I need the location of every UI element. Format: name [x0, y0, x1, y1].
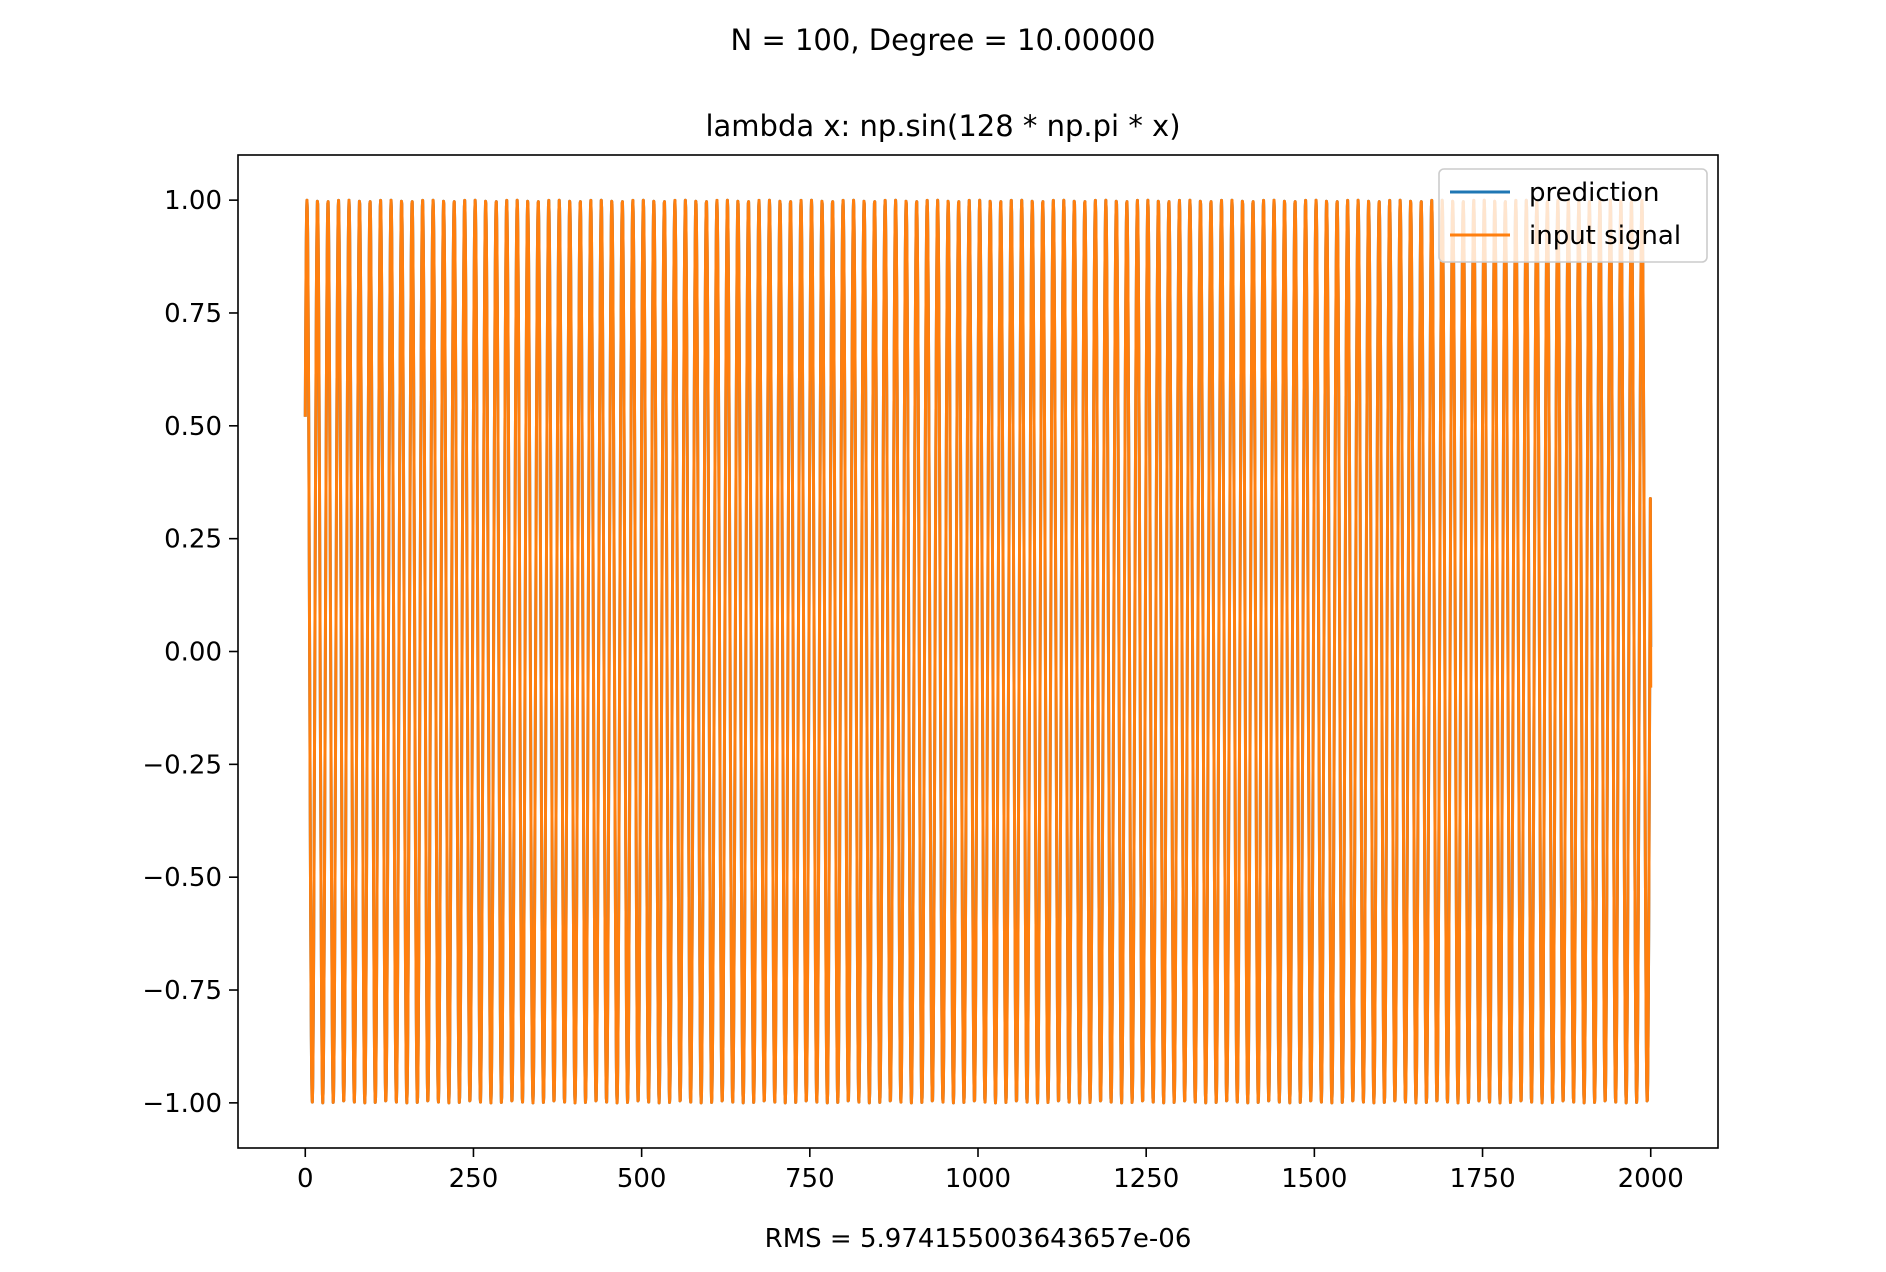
x-tick-label: 1250 [1113, 1164, 1179, 1194]
y-tick-label: −1.00 [142, 1089, 222, 1119]
y-tick-label: −0.75 [142, 976, 222, 1006]
y-tick-label: −0.50 [142, 863, 222, 893]
y-tick-label: 1.00 [164, 186, 222, 216]
x-tick-label: 1750 [1449, 1164, 1515, 1194]
x-tick-label: 250 [449, 1164, 499, 1194]
y-tick-label: 0.50 [164, 412, 222, 442]
x-tick-label: 1500 [1281, 1164, 1347, 1194]
chart-title: lambda x: np.sin(128 * np.pi * x) [705, 109, 1180, 143]
legend-label-input-signal: input signal [1529, 221, 1681, 251]
y-tick-label: 0.00 [164, 638, 222, 668]
figure-suptitle: N = 100, Degree = 10.00000 [731, 23, 1156, 57]
x-tick-label: 1000 [945, 1164, 1011, 1194]
series-line-input-signal [303, 198, 1653, 1105]
x-tick-label: 0 [297, 1164, 314, 1194]
y-axis: 1.00 0.75 0.50 0.25 0.00 −0.25 −0.50 −0.75 −1.00 [142, 186, 238, 1119]
x-tick-label: 2000 [1618, 1164, 1684, 1194]
y-tick-label: 0.75 [164, 299, 222, 329]
x-tick-label: 500 [617, 1164, 667, 1194]
y-tick-label: 0.25 [164, 525, 222, 555]
x-axis-label: RMS = 5.974155003643657e-06 [765, 1224, 1192, 1254]
legend: prediction input signal [1438, 168, 1708, 263]
legend-label-prediction: prediction [1529, 178, 1659, 208]
x-axis: 0 250 500 750 1000 1250 1500 1750 2000 [297, 1148, 1684, 1194]
x-tick-label: 750 [785, 1164, 835, 1194]
series-layer [303, 198, 1653, 1105]
y-tick-label: −0.25 [142, 750, 222, 780]
